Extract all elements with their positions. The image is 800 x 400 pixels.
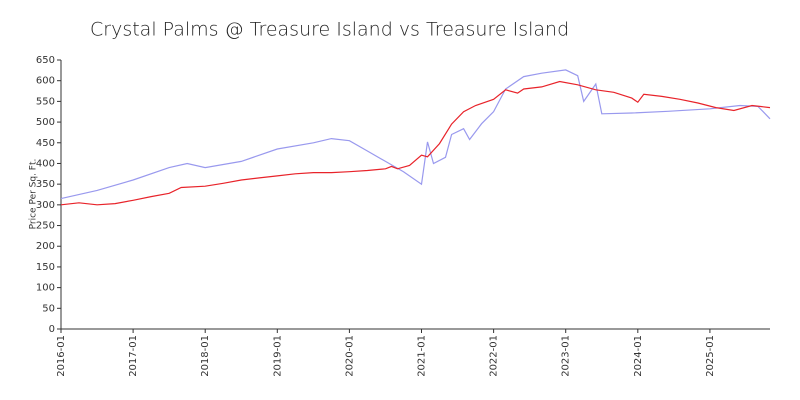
y-tick-label: 550 (36, 96, 55, 107)
y-tick-label: 650 (36, 55, 55, 66)
x-tick-label: 2020-01 (344, 335, 355, 377)
x-tick-label: 2022-01 (489, 335, 500, 377)
x-tick-label: 2023-01 (561, 335, 572, 377)
y-axis-label: Price Per Sq. Ft. (29, 159, 39, 230)
x-tick-label: 2017-01 (128, 335, 139, 377)
y-tick-label: 450 (36, 138, 55, 149)
y-tick-label: 100 (36, 283, 55, 294)
data-line (60, 69, 771, 200)
x-tick-label: 2018-01 (200, 335, 211, 377)
x-tick-label: 2025-01 (705, 335, 716, 377)
x-tick-label: 2016-01 (56, 335, 67, 377)
y-tick-label: 350 (36, 179, 55, 190)
y-tick-label: 150 (36, 262, 55, 273)
y-tick-label: 300 (36, 200, 55, 211)
y-tick-label: 250 (36, 221, 55, 232)
x-tick-label: 2019-01 (272, 335, 283, 377)
x-tick-label: 2024-01 (633, 335, 644, 377)
data-line (60, 80, 771, 206)
y-tick-label: 400 (36, 158, 55, 169)
y-tick-label: 200 (36, 241, 55, 252)
chart-title: Crystal Palms @ Treasure Island vs Treas… (90, 19, 569, 41)
y-tick-label: 500 (36, 117, 55, 128)
y-tick-label: 0 (49, 324, 55, 335)
y-tick-label: 50 (42, 303, 55, 314)
y-tick-label: 600 (36, 76, 55, 87)
x-tick-label: 2021-01 (417, 335, 428, 377)
